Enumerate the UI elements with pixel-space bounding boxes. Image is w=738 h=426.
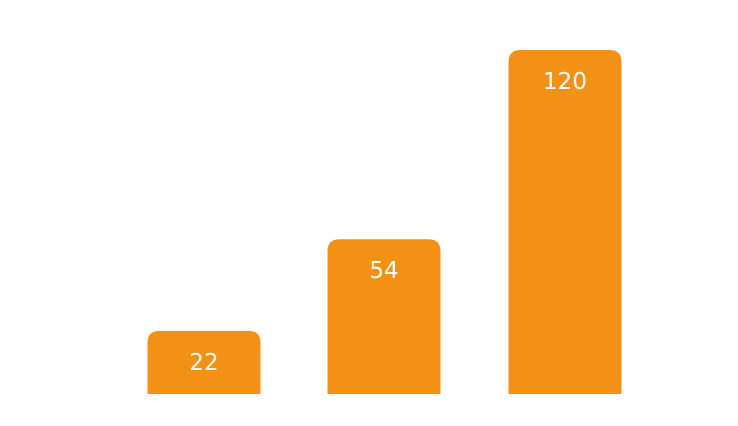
bars-group	[147, 50, 622, 394]
data-labels-group: 22 54 120	[189, 69, 587, 376]
bar-1	[147, 330, 261, 394]
bar-3	[508, 50, 622, 394]
bar-value-label-2: 54	[369, 258, 398, 284]
bar-value-label-1: 22	[189, 350, 218, 376]
bar-value-label-3: 120	[543, 69, 587, 95]
bar-2	[327, 239, 441, 394]
